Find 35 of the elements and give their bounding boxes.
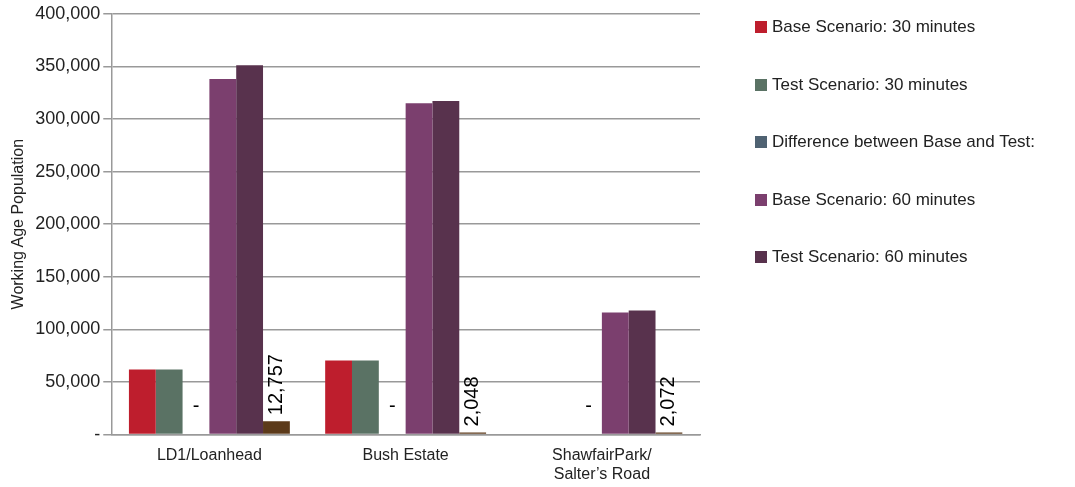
bar	[601, 312, 629, 434]
data-label: -	[388, 394, 396, 417]
y-tick-label: 250,000	[35, 160, 101, 181]
y-tick-label: 200,000	[35, 213, 101, 234]
legend-label: Difference between Base and Test:	[772, 131, 1036, 153]
bar	[155, 369, 183, 434]
y-tick-label: 350,000	[35, 55, 101, 76]
bar	[432, 101, 460, 434]
bar	[325, 360, 352, 434]
x-tick-label: Bush Estate	[362, 445, 449, 463]
y-tick-label: 50,000	[45, 370, 101, 391]
bar	[263, 421, 290, 434]
bar	[128, 369, 156, 434]
y-axis-title: Working Age Population	[9, 138, 27, 310]
data-label: 12,757	[263, 354, 286, 416]
y-tick-label: 150,000	[35, 265, 101, 286]
data-label: -	[192, 394, 200, 417]
y-tick-label: -	[94, 423, 101, 444]
legend-label: Test Scenario: 30 minutes	[772, 73, 968, 96]
bar	[628, 310, 656, 434]
data-label: 2,072	[656, 376, 679, 427]
data-label: -	[585, 394, 592, 417]
bar	[209, 79, 237, 434]
x-tick-label: ShawfairPark/ Salter’s Road	[552, 445, 653, 482]
y-tick-label: 100,000	[35, 318, 101, 339]
bar	[236, 65, 264, 434]
bar	[405, 103, 433, 434]
data-label: 2,048	[460, 376, 483, 427]
y-tick-label: 300,000	[35, 107, 101, 128]
bar	[351, 360, 379, 434]
legend-label: Base Scenario: 60 minutes	[772, 188, 976, 211]
legend-label: Base Scenario: 30 minutes	[772, 16, 976, 38]
x-tick-label: LD1/Loanhead	[156, 445, 262, 463]
y-tick-label: 400,000	[35, 2, 101, 23]
legend-label: Test Scenario: 60 minutes	[772, 246, 968, 268]
